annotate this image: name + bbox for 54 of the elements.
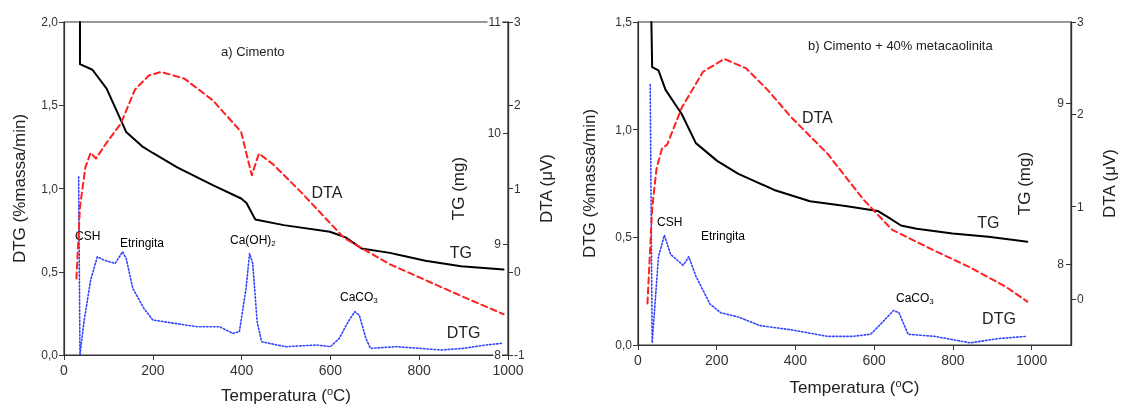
y-tick-label: 0,0 <box>41 348 59 362</box>
y-tick-label: 1,5 <box>615 15 633 29</box>
y-axis-title: DTG (%massa/min) <box>580 108 599 259</box>
y2-axis-title: TG (mg) <box>449 156 468 221</box>
y2-tick-label: 9 <box>1057 95 1065 110</box>
x-tick-label: 200 <box>705 352 729 368</box>
y3-tick-label: 2 <box>514 98 521 113</box>
y3-tick-label: 3 <box>514 15 521 29</box>
y-tick-label: 0,0 <box>615 338 633 352</box>
y3-tick-label: 0 <box>514 264 521 279</box>
y-tick-label: 1,0 <box>615 122 633 137</box>
x-tick-label: 600 <box>318 362 343 378</box>
y2-tick-label: 10 <box>487 126 502 140</box>
text: a) Cimento <box>221 44 285 59</box>
x-tick-label: 200 <box>141 362 165 378</box>
y-tick-label: 0,5 <box>615 230 633 245</box>
y2-axis-title: TG (mg) <box>1015 151 1034 216</box>
x-tick-label: 0 <box>60 362 69 378</box>
line-series <box>75 70 505 316</box>
y3-tick-label: 0 <box>1077 291 1084 306</box>
x-tick-label: 1000 <box>1016 352 1048 368</box>
series-label: DTG <box>446 323 481 341</box>
y3-axis-title: DTA (μV) <box>537 154 556 223</box>
y2-tick-label: 11 <box>488 15 502 29</box>
x-tick-label: 600 <box>862 352 887 368</box>
y3-tick-label: 3 <box>1077 15 1084 29</box>
y2-tick-label: 8 <box>494 348 502 362</box>
y3-axis-title: DTA (μV) <box>1100 149 1119 218</box>
y-tick-label: 0,5 <box>41 264 59 279</box>
y3-tick-label: 1 <box>1077 199 1084 214</box>
series-label: DTA <box>311 184 343 202</box>
y3-tick-label: -1 <box>514 348 525 362</box>
x-tick-label: 400 <box>229 362 254 378</box>
series-label: TG <box>449 243 473 261</box>
annotation: Etringita <box>120 236 165 250</box>
y-tick-label: 1,5 <box>41 98 59 113</box>
y-tick-label: 1,0 <box>41 181 59 196</box>
y2-tick-label: 8 <box>1057 257 1065 272</box>
x-tick-label: 800 <box>407 362 432 378</box>
text: b) Cimento + 40% metacaolinita <box>808 38 994 53</box>
annotation: Etringita <box>701 229 746 243</box>
y3-tick-label: 1 <box>514 181 521 196</box>
y-axis-title: DTG (%massa/min) <box>10 113 29 264</box>
y3-tick-label: 2 <box>1077 107 1084 122</box>
x-tick-label: 400 <box>783 352 808 368</box>
x-tick-label: 1000 <box>492 362 524 378</box>
x-tick-label: 0 <box>634 352 643 368</box>
y-tick-label: 2,0 <box>41 15 59 29</box>
annotation: CSH <box>657 215 683 229</box>
series-label: TG <box>977 214 1000 232</box>
x-tick-label: 800 <box>941 352 965 368</box>
y2-tick-label: 9 <box>494 237 502 251</box>
series-label: DTA <box>801 109 834 127</box>
series-label: DTG <box>982 310 1016 328</box>
